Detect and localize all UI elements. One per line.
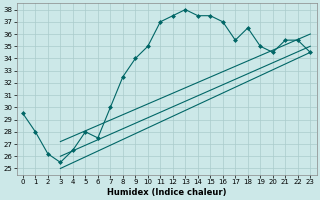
X-axis label: Humidex (Indice chaleur): Humidex (Indice chaleur): [107, 188, 226, 197]
